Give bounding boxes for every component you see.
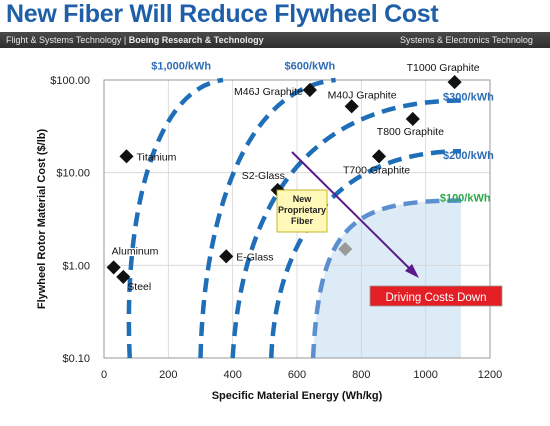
cost-curve-line — [126, 77, 224, 359]
x-tick-label: 800 — [352, 369, 370, 381]
cost-vs-energy-chart: 0 200 400 600 800 1000 1200 $0.10 $1.00 $10.00 $10… — [36, 60, 503, 402]
slide-title: New Fiber Will Reduce Flywheel Cost — [6, 0, 439, 28]
header-org-plain: Flight & Systems Technology | — [6, 35, 129, 45]
cost-curve-label: $200/kWh — [443, 150, 494, 162]
new-fiber-marker — [338, 241, 353, 257]
x-tick-label: 200 — [159, 369, 177, 381]
material-point-label: M46J Graphite — [234, 86, 303, 98]
header-bar: Flight & Systems Technology | Boeing Res… — [0, 32, 550, 48]
x-tick-label: 0 — [101, 369, 107, 381]
material-point-marker — [447, 74, 462, 90]
cost-curve-label: $300/kWh — [443, 92, 494, 104]
material-point-marker — [219, 249, 234, 264]
material-point-marker — [106, 260, 121, 275]
driving-costs-callout — [369, 285, 503, 307]
chart-frame: 0 200 400 600 800 1000 1200 $0.10 $1.00 $10.00 $10… — [0, 50, 550, 412]
material-point-marker — [371, 149, 387, 164]
material-point-label: T800 Graphite — [377, 126, 444, 138]
new-fiber-label-line: Proprietary — [278, 205, 326, 215]
material-point-label: T1000 Graphite — [407, 62, 480, 74]
material-point-label: E-Glass — [236, 251, 273, 263]
material-point-label: T700 Graphite — [343, 164, 410, 176]
new-fiber-label-line: New — [293, 194, 313, 204]
y-axis-title: Flywheel Rotor Material Cost ($/lb) — [36, 129, 48, 310]
material-point-marker — [405, 111, 420, 127]
cost-curve-label: $600/kWh — [284, 60, 335, 72]
cost-trend-arrow — [291, 151, 414, 273]
new-fiber-label-line: Fiber — [291, 216, 314, 226]
header-org-bold: Boeing Research & Technology — [128, 35, 264, 45]
new-fiber-region — [313, 200, 462, 358]
material-point-label: S2-Glass — [242, 170, 285, 182]
material-point-label: Aluminum — [112, 245, 159, 257]
material-point-marker — [344, 99, 359, 114]
x-tick-label: 400 — [223, 369, 241, 381]
material-point-label: M40J Graphite — [328, 89, 397, 101]
cost-curve-label: $1,000/kWh — [151, 60, 211, 72]
x-tick-label: 1000 — [413, 369, 437, 381]
material-point-marker — [119, 149, 134, 164]
y-tick-label: $100.00 — [50, 75, 90, 87]
material-point-label: Steel — [127, 281, 151, 293]
plot-border — [103, 79, 491, 359]
driving-costs-label: Driving Costs Down — [386, 292, 487, 304]
x-axis-title: Specific Material Energy (Wh/kg) — [212, 390, 383, 402]
new-fiber-label-box — [276, 189, 328, 233]
cost-curve-line — [198, 77, 336, 359]
material-point-label: Titanium — [137, 151, 177, 163]
cost-curve-line — [310, 198, 462, 359]
x-tick-label: 600 — [288, 369, 306, 381]
y-tick-label: $10.00 — [56, 168, 90, 180]
y-tick-label: $0.10 — [62, 353, 90, 365]
material-point-marker — [302, 82, 317, 98]
y-tick-label: $1.00 — [62, 260, 90, 272]
header-division-text: Systems & Electronics Technolog — [400, 35, 533, 45]
cost-curve-label: $100/kWh — [440, 192, 491, 204]
header-org-text: Flight & Systems Technology | Boeing Res… — [6, 32, 264, 48]
x-tick-label: 1200 — [478, 369, 502, 381]
cost-trend-arrowhead — [405, 264, 419, 278]
